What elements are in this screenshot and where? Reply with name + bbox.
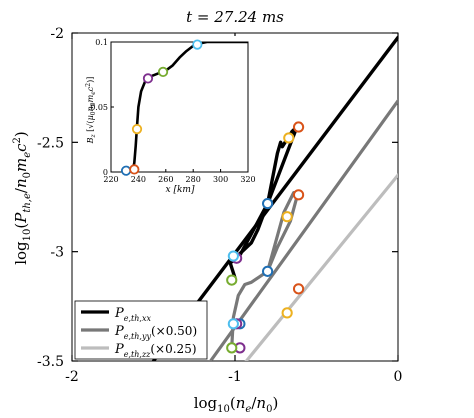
data-marker (227, 250, 239, 262)
data-marker (292, 189, 305, 201)
x-tick-label: 0 (394, 369, 403, 385)
series-line-3 (244, 173, 398, 361)
inset-data-marker (129, 164, 140, 175)
data-marker (227, 318, 239, 330)
svg-text:Bz [√(μ0n0mec2)]: Bz [√(μ0n0mec2)] (85, 77, 97, 145)
legend-label: Pe,th,xx (114, 306, 151, 323)
chart-title: t = 27.24 ms (186, 8, 284, 26)
main-ylabel: log10(Pth,e/n0mec2) (12, 131, 33, 265)
inset-markers (120, 39, 203, 176)
y-tick-label: -3 (50, 245, 64, 261)
inset-x-tick-label: 260 (158, 175, 173, 184)
main-xlabel: log10(ne/n0) (194, 394, 279, 415)
inset-xlabel: x [km] (166, 185, 195, 195)
inset-x-tick-label: 280 (186, 175, 201, 184)
inset-y-tick-label: 0 (103, 168, 108, 177)
inset-x-tick-label: 220 (103, 175, 118, 184)
legend-label: Pe,th,zz(×0.25) (114, 342, 197, 359)
data-marker (262, 197, 274, 210)
y-tick-label: -2.5 (37, 135, 64, 151)
legend-label: Pe,th,yy(×0.50) (114, 324, 197, 341)
inset-y-tick-label: 0.1 (95, 38, 108, 47)
data-marker (226, 342, 238, 354)
svg-text:log10(Pth,e/n0mec2): log10(Pth,e/n0mec2) (12, 131, 33, 265)
inset-plot-frame (110, 41, 249, 173)
inset-y-tick-label: 0.05 (90, 103, 108, 112)
inset-ylabel: Bz [√(μ0n0mec2)] (85, 77, 97, 145)
inset-data-marker (131, 124, 143, 135)
data-marker (292, 283, 305, 295)
data-marker (281, 307, 293, 319)
data-marker (281, 211, 293, 223)
series-line-2 (208, 99, 398, 361)
inset-x-tick-label: 300 (213, 175, 228, 184)
data-marker (283, 132, 295, 144)
x-tick-label: -2 (65, 369, 79, 385)
data-marker (292, 121, 305, 133)
svg-text:x [km]: x [km] (166, 185, 195, 195)
inset-x-tick-label: 240 (131, 175, 146, 184)
data-marker (226, 274, 238, 286)
main-markers (226, 121, 305, 354)
inset-data-marker (120, 165, 132, 176)
x-tick-label: -1 (228, 369, 242, 385)
inset-data-marker (142, 73, 154, 84)
inset-x-tick-label: 320 (240, 175, 255, 184)
inset-data-marker (157, 66, 169, 78)
y-tick-label: -3.5 (37, 354, 64, 370)
main-axes: -2 -1 0 -3.5 -3 -2.5 -2 (37, 26, 402, 385)
inset-data-marker (192, 39, 203, 50)
data-marker (262, 265, 274, 277)
y-tick-label: -2 (50, 26, 64, 42)
svg-text:log10(ne/n0): log10(ne/n0) (194, 394, 279, 415)
